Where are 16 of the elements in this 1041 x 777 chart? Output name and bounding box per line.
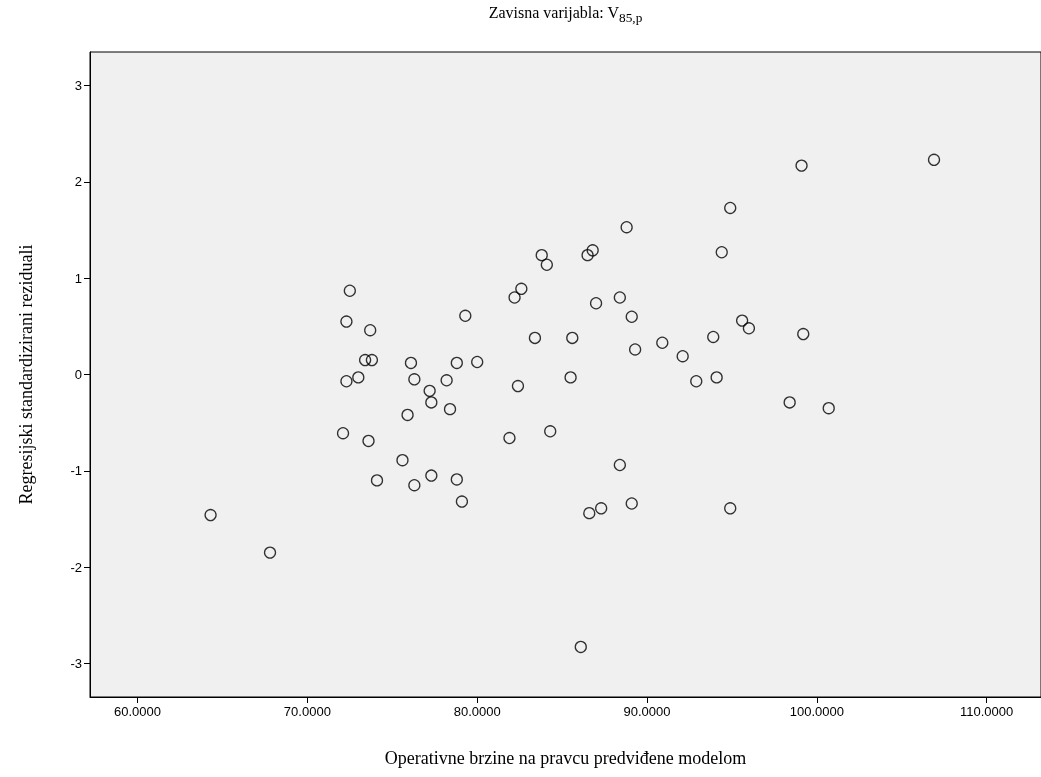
x-tick-label: 70.0000 bbox=[283, 704, 331, 719]
x-tick-label: 60.0000 bbox=[114, 704, 162, 719]
y-tick-label: -2 bbox=[70, 559, 82, 575]
x-tick-label: 110.0000 bbox=[960, 704, 1014, 719]
y-tick-label: 3 bbox=[74, 78, 82, 94]
y-tick-label: -3 bbox=[70, 655, 82, 671]
chart-title: Zavisna varijabla: V$_{85,p}$ bbox=[487, 4, 644, 27]
y-tick-label: 0 bbox=[74, 367, 82, 382]
y-tick-label: 2 bbox=[74, 174, 82, 190]
x-tick-label: 100.0000 bbox=[789, 704, 844, 719]
x-tick-label: 80.0000 bbox=[453, 704, 501, 719]
y-tick-label: -1 bbox=[70, 463, 82, 479]
x-axis-title: Operativne brzine na pravcu predviđene modelom bbox=[384, 748, 747, 768]
x-tick-label: 90.0000 bbox=[623, 704, 671, 719]
y-axis-title: Regresijski standardizirani reziduali bbox=[16, 244, 36, 505]
y-tick-label: 1 bbox=[74, 270, 82, 286]
